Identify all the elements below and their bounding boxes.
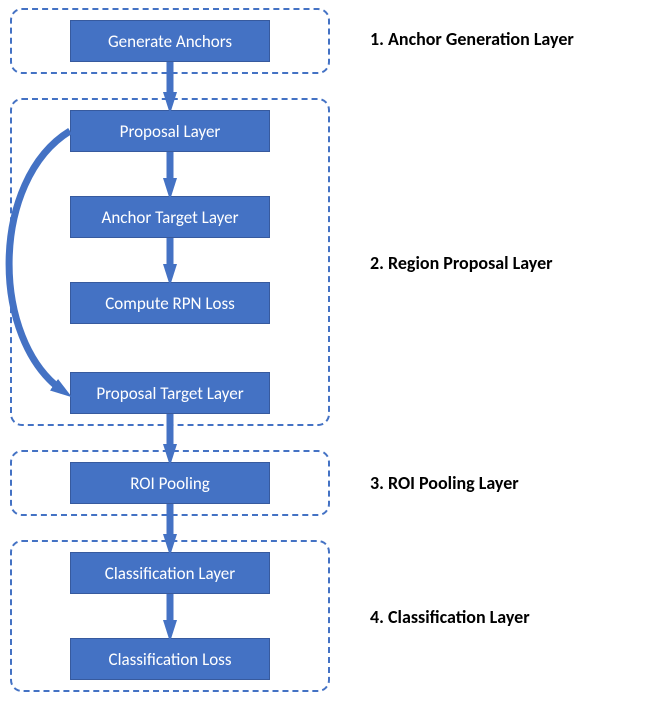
label-classification: 4. Classification Layer: [370, 606, 530, 628]
node-generate-anchors: Generate Anchors: [70, 20, 270, 62]
node-proposal-layer: Proposal Layer: [70, 110, 270, 152]
node-anchor-target-layer: Anchor Target Layer: [70, 196, 270, 238]
label-roi-pooling: 3. ROI Pooling Layer: [370, 472, 519, 494]
node-proposal-target-layer: Proposal Target Layer: [70, 372, 270, 414]
node-roi-pooling: ROI Pooling: [70, 462, 270, 504]
node-compute-rpn-loss: Compute RPN Loss: [70, 282, 270, 324]
label-anchor-generation: 1. Anchor Generation Layer: [370, 28, 574, 50]
node-classification-layer: Classification Layer: [70, 552, 270, 594]
node-classification-loss: Classification Loss: [70, 638, 270, 680]
label-region-proposal: 2. Region Proposal Layer: [370, 252, 553, 274]
